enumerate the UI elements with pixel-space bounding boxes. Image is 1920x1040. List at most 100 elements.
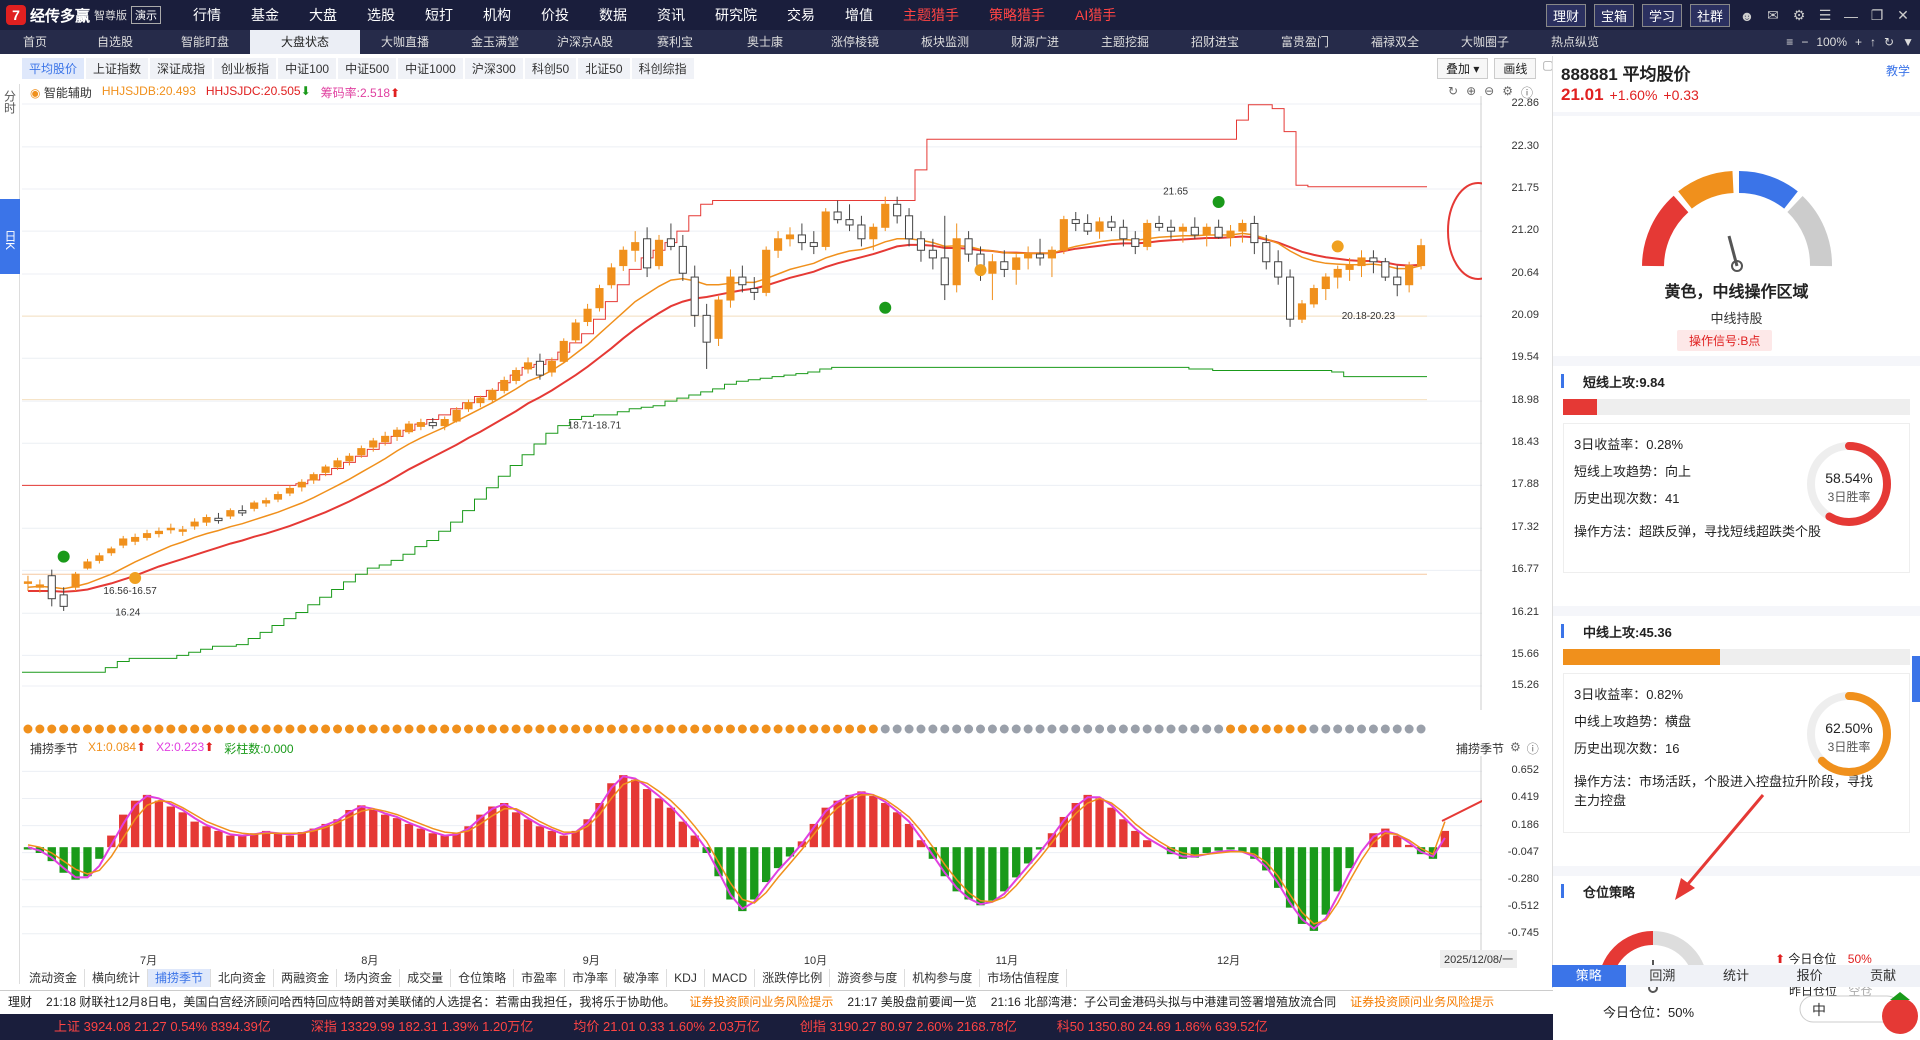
candle[interactable] <box>1107 215 1116 232</box>
page-tab[interactable]: 热点纵览 <box>1550 35 1599 49</box>
nav-item[interactable]: 交易 <box>787 7 815 23</box>
candle[interactable] <box>59 587 68 611</box>
candle[interactable] <box>1262 234 1271 270</box>
candle[interactable] <box>214 512 223 524</box>
add-chart-icon[interactable]: ⊕ <box>1466 84 1477 98</box>
index-quote[interactable]: 上证 3924.08 21.27 0.54% 8394.39亿 <box>54 1019 271 1034</box>
candle[interactable] <box>500 376 509 394</box>
candle[interactable] <box>512 367 521 385</box>
page-tab[interactable]: 首页 <box>22 35 47 49</box>
index-tab[interactable]: 沪深300 <box>464 57 523 79</box>
indicator-tab[interactable]: 市盈率 <box>514 969 566 987</box>
candle[interactable] <box>857 215 866 247</box>
candle[interactable] <box>119 535 128 549</box>
page-tab[interactable]: 奥士康 <box>746 35 783 49</box>
right-tab[interactable]: 策略 <box>1552 965 1626 987</box>
index-tab[interactable]: 中证1000 <box>398 57 463 79</box>
candle[interactable] <box>428 417 437 429</box>
candle[interactable] <box>1226 224 1235 247</box>
candle[interactable] <box>309 472 318 484</box>
page-tab[interactable]: 涨停棱镜 <box>830 35 879 49</box>
candle[interactable] <box>321 464 330 477</box>
rik-button[interactable]: 日K <box>0 199 20 274</box>
indicator-tab[interactable]: 场内资金 <box>337 969 401 987</box>
candle[interactable] <box>488 388 497 403</box>
nav-item[interactable]: 增值 <box>845 7 873 23</box>
candle[interactable] <box>1155 215 1164 232</box>
index-quote[interactable]: 深指 13329.99 182.31 1.39% 1.20万亿 <box>310 1019 534 1034</box>
candle[interactable] <box>202 514 211 526</box>
candle[interactable] <box>178 525 187 536</box>
index-quote[interactable]: 均价 21.01 0.33 1.60% 2.03万亿 <box>573 1019 760 1034</box>
indicator-tab[interactable]: 横向统计 <box>85 969 149 987</box>
nav-item[interactable]: 选股 <box>367 7 395 23</box>
candle[interactable] <box>154 527 163 538</box>
candle[interactable] <box>1309 284 1318 308</box>
index-tab[interactable]: 科创50 <box>524 57 577 79</box>
candle[interactable] <box>940 215 949 301</box>
index-tab[interactable]: 北证50 <box>578 57 630 79</box>
candle[interactable] <box>190 518 199 530</box>
indicator-tab[interactable]: 成交量 <box>400 969 452 987</box>
page-tab[interactable]: 大咖圈子 <box>1460 35 1509 49</box>
candle[interactable] <box>392 427 402 441</box>
candle[interactable] <box>1405 261 1414 293</box>
candle[interactable] <box>523 357 533 374</box>
indicator-tab[interactable]: 市净率 <box>565 969 617 987</box>
user-icon[interactable]: ☻ <box>1739 7 1755 24</box>
indicator-tab[interactable]: 涨跌停比例 <box>755 969 831 987</box>
candle[interactable] <box>583 303 592 327</box>
candle[interactable] <box>1381 257 1390 281</box>
candle[interactable] <box>893 196 902 224</box>
candle[interactable] <box>416 418 425 431</box>
fenshi-button[interactable]: 分时 <box>2 90 17 114</box>
candle[interactable] <box>226 508 235 520</box>
page-tab[interactable]: 福禄双全 <box>1370 35 1419 49</box>
sub-indicator-name[interactable]: 捕捞季节 <box>30 742 79 756</box>
candle[interactable] <box>571 319 580 343</box>
candle[interactable] <box>1333 265 1342 289</box>
nav-item[interactable]: 价投 <box>541 7 569 23</box>
news-item[interactable]: 21:17 美股盘前要闻一览 <box>847 995 977 1009</box>
sub-help-icon[interactable]: ⓘ <box>1526 742 1539 756</box>
index-tab[interactable]: 中证100 <box>278 57 337 79</box>
candle[interactable] <box>1095 217 1104 239</box>
nav-item[interactable]: 短打 <box>425 7 453 23</box>
index-tab[interactable]: 深证成指 <box>150 57 213 79</box>
candle[interactable] <box>738 265 747 293</box>
candle[interactable] <box>381 431 390 446</box>
candle[interactable] <box>809 231 818 255</box>
indicator-tab[interactable]: MACD <box>705 969 756 987</box>
dropdown-icon[interactable]: ≡ <box>1786 35 1794 49</box>
candle[interactable] <box>464 399 473 412</box>
candle[interactable] <box>47 569 56 607</box>
tab-menu-icon[interactable]: ▼ <box>1902 35 1914 49</box>
candle[interactable] <box>357 445 366 458</box>
candle[interactable] <box>1059 215 1068 255</box>
minimize-icon[interactable]: — <box>1844 7 1858 24</box>
candle[interactable] <box>1178 223 1187 243</box>
news-item[interactable]: 21:16 北部湾港：子公司金港码头拟与中港建司签署增殖放流合同 <box>990 995 1337 1009</box>
page-tab[interactable]: 智能盯盘 <box>180 35 229 49</box>
candle[interactable] <box>797 223 806 251</box>
candle[interactable] <box>452 407 461 423</box>
indicator-tab[interactable]: 北向资金 <box>211 969 275 987</box>
candle[interactable] <box>869 223 878 251</box>
page-tab[interactable]: 财源广进 <box>1010 35 1059 49</box>
candle[interactable] <box>535 353 545 380</box>
maximize-icon[interactable]: ❐ <box>1870 7 1884 23</box>
indicator-tab[interactable]: 捕捞季节 <box>148 969 212 987</box>
candle[interactable] <box>785 227 795 247</box>
candle[interactable] <box>440 416 449 431</box>
candle[interactable] <box>762 246 771 297</box>
candle[interactable] <box>1321 273 1330 301</box>
index-tab[interactable]: 创业板指 <box>214 57 277 79</box>
candle[interactable] <box>916 231 926 262</box>
candle[interactable] <box>35 579 44 593</box>
index-tab[interactable]: 中证500 <box>338 57 397 79</box>
indicator-tab[interactable]: 破净率 <box>616 969 668 987</box>
close-icon[interactable]: ✕ <box>1897 7 1909 23</box>
candle[interactable] <box>1393 265 1402 297</box>
right-tab[interactable]: 贡献 <box>1870 968 1897 983</box>
candle[interactable] <box>928 238 937 270</box>
